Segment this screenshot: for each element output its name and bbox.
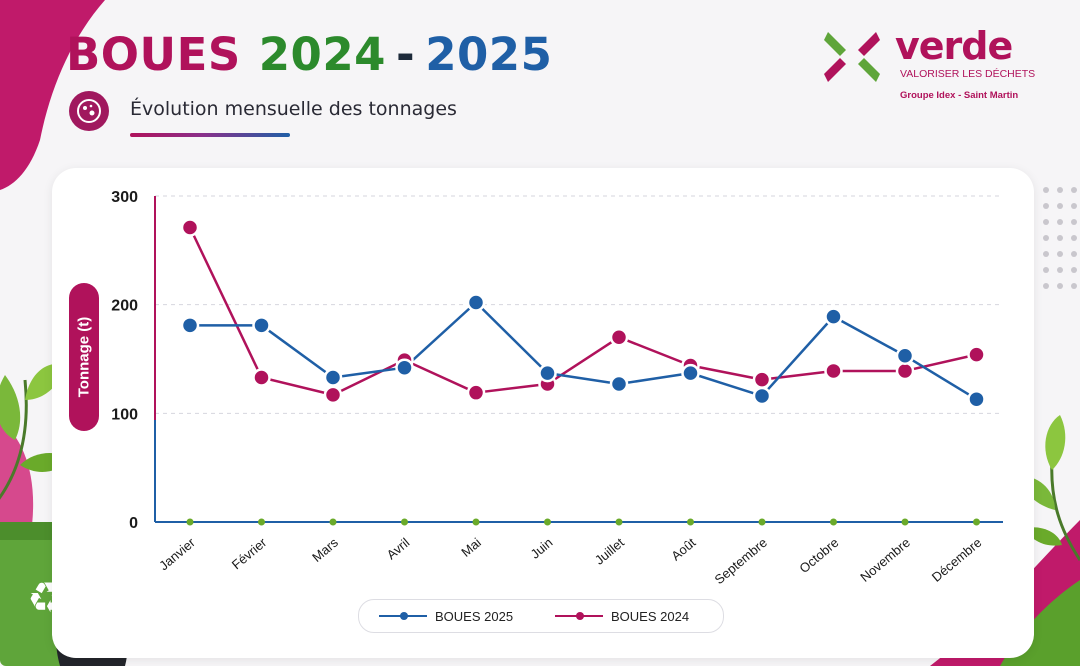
legend-label-2025: BOUES 2025 [435, 608, 514, 624]
x-tick-marker [472, 518, 480, 526]
x-tick-marker [687, 518, 694, 526]
data-point [824, 307, 843, 326]
legend-item-2024: BOUES 2024 [555, 600, 689, 632]
y-axis-label-badge [69, 283, 99, 431]
x-tick-label: Novembre [857, 535, 913, 585]
chart-legend: BOUES 2025 BOUES 2024 [358, 599, 724, 633]
data-point [180, 316, 200, 335]
x-tick-label: Janvier [156, 534, 198, 573]
data-point [466, 383, 486, 402]
data-point [895, 346, 915, 365]
x-tick-label: Octobre [796, 535, 841, 576]
verde-logo: verde VALORISER LES DÉCHETS Groupe Idex … [820, 22, 1040, 108]
logo-tagline: VALORISER LES DÉCHETS [900, 68, 1036, 80]
x-tick-label: Septembre [712, 535, 770, 587]
x-tick-label: Mai [458, 535, 484, 560]
series-line [188, 226, 977, 397]
data-point [466, 293, 486, 312]
data-point [395, 358, 414, 377]
x-tick-marker [901, 518, 909, 526]
y-axis-label: Tonnage (t) [75, 316, 93, 398]
data-point [895, 361, 915, 381]
x-tick-marker [544, 518, 551, 526]
logo-name: verde [895, 24, 1013, 68]
subtitle-underline [130, 133, 290, 137]
data-point [323, 368, 343, 387]
page-subtitle: Évolution mensuelle des tonnages [130, 98, 457, 120]
data-point [252, 368, 271, 387]
logo-group: Groupe Idex - Saint Martin [900, 90, 1019, 101]
x-tick-label: Juillet [592, 535, 627, 568]
x-tick-label: Mars [309, 534, 341, 564]
data-point [681, 363, 700, 383]
x-tick-label: Avril [384, 535, 413, 563]
legend-item-2025: BOUES 2025 [379, 600, 513, 632]
title-boues: BOUES [66, 28, 241, 81]
dot-pattern [1043, 187, 1077, 289]
x-tick-marker [329, 518, 337, 526]
sludge-icon [69, 91, 109, 131]
x-tick-marker [758, 518, 766, 526]
data-point [180, 218, 200, 237]
x-tick-marker [973, 518, 980, 526]
x-tick-label: Juin [528, 535, 556, 562]
data-point [752, 370, 772, 389]
legend-swatch-2024 [555, 612, 603, 620]
top-left-wave [0, 0, 105, 190]
x-tick-label: Février [229, 534, 270, 572]
x-tick-marker [258, 518, 265, 526]
y-tick-label: 100 [111, 406, 138, 423]
legend-swatch-2025 [379, 612, 427, 620]
x-tick-marker [401, 518, 408, 526]
legend-label-2024: BOUES 2024 [611, 608, 690, 624]
title-year-2025: 2025 [425, 28, 553, 81]
page-title: BOUES 2024-2025 [66, 28, 552, 81]
data-point [609, 328, 629, 347]
x-tick-label: Août [668, 535, 698, 564]
y-tick-label: 0 [129, 515, 138, 532]
data-point [824, 361, 843, 381]
data-point [252, 316, 271, 335]
x-tick-label: Décembre [929, 535, 985, 585]
title-separator: - [396, 28, 416, 81]
data-point [609, 374, 629, 394]
data-point [967, 345, 986, 364]
x-tick-marker [186, 518, 194, 526]
verde-logo-mark-icon [824, 32, 880, 82]
data-point [752, 386, 772, 406]
data-point [538, 363, 557, 383]
title-year-2024: 2024 [258, 28, 386, 81]
x-tick-marker [830, 518, 837, 526]
y-tick-label: 300 [111, 189, 138, 206]
series-line [190, 301, 978, 401]
data-point [323, 385, 343, 405]
y-tick-label: 200 [111, 298, 138, 315]
x-tick-marker [615, 518, 623, 526]
data-point [967, 389, 986, 409]
